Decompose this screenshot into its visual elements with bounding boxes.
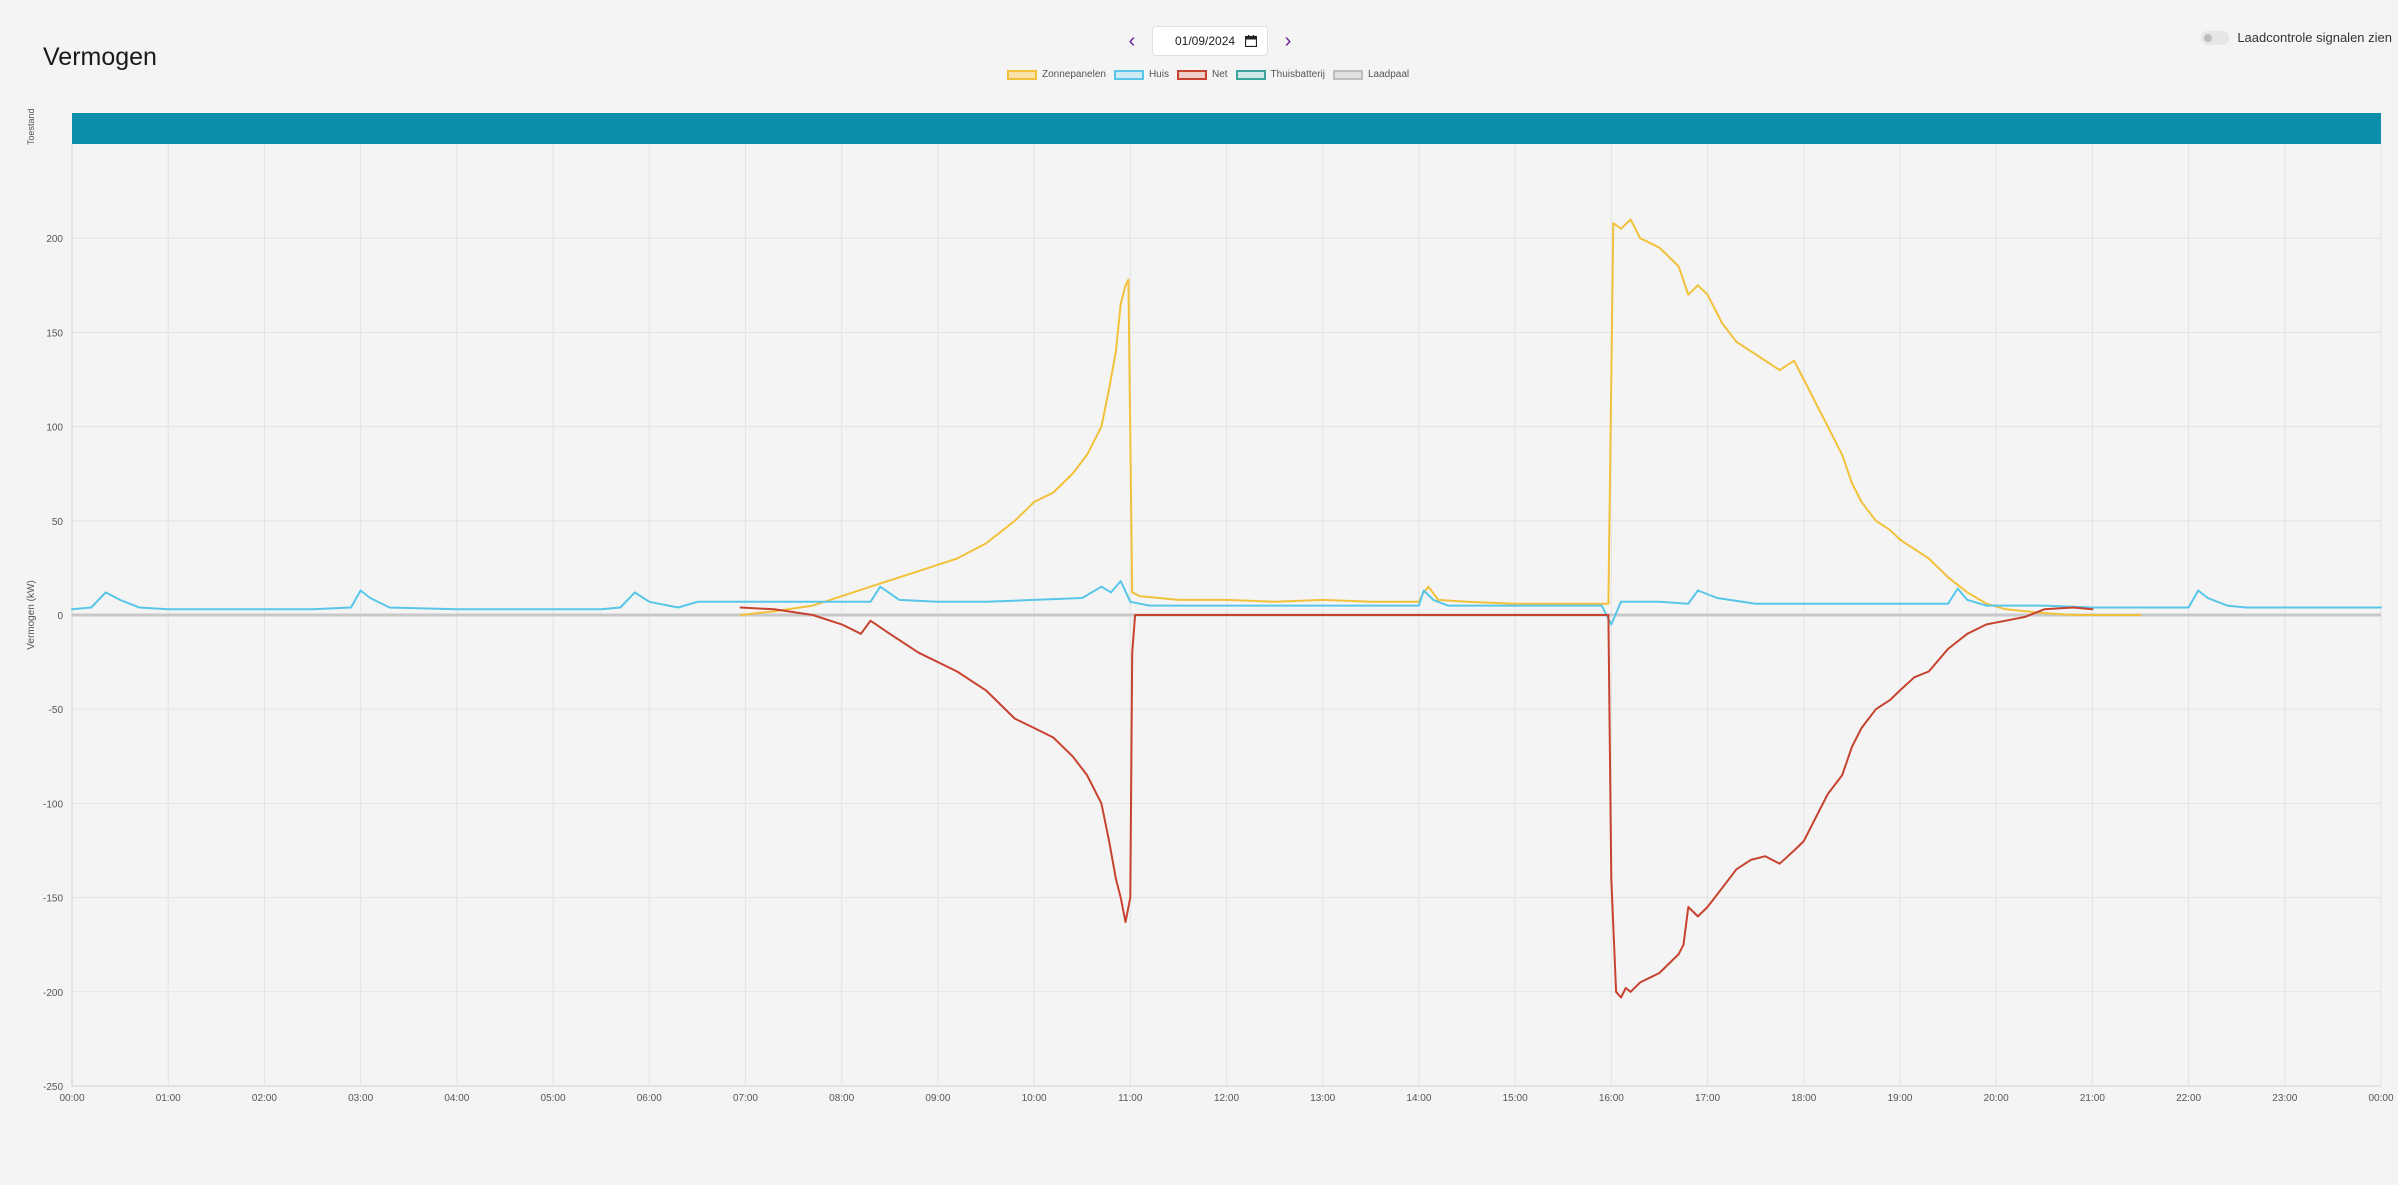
y-tick-label: -250 bbox=[43, 1082, 63, 1093]
legend-label-laadpaal: Laadpaal bbox=[1368, 69, 1410, 80]
legend-item-net[interactable]: Net bbox=[1176, 69, 1228, 80]
x-tick-label: 19:00 bbox=[1887, 1093, 1912, 1104]
legend-swatch-net bbox=[1176, 69, 1207, 80]
x-tick-label: 08:00 bbox=[829, 1093, 854, 1104]
legend-swatch-thuisbatterij bbox=[1235, 69, 1266, 80]
charge-signals-toggle[interactable] bbox=[2201, 30, 2230, 45]
x-tick-label: 00:00 bbox=[2368, 1093, 2393, 1104]
legend-label-net: Net bbox=[1211, 69, 1228, 80]
y-tick-label: -200 bbox=[43, 988, 63, 999]
x-tick-label: 03:00 bbox=[348, 1093, 373, 1104]
x-tick-label: 02:00 bbox=[252, 1093, 277, 1104]
charge-signals-toggle-row: Laadcontrole signalen zien bbox=[2201, 30, 2392, 45]
legend-label-huis: Huis bbox=[1148, 69, 1169, 80]
x-tick-label: 14:00 bbox=[1406, 1093, 1431, 1104]
series-line-zonnepanelen bbox=[739, 218, 2142, 616]
y-tick-label: -50 bbox=[49, 705, 64, 716]
series-line-huis bbox=[71, 580, 2382, 626]
chart-legend: Zonnepanelen Huis Net Thuisbatterij Laad… bbox=[1007, 69, 1409, 80]
x-tick-label: 11:00 bbox=[1118, 1093, 1143, 1104]
series-line-net bbox=[739, 606, 2094, 999]
x-tick-label: 10:00 bbox=[1022, 1093, 1047, 1104]
status-band bbox=[72, 113, 2381, 144]
legend-item-thuisbatterij[interactable]: Thuisbatterij bbox=[1235, 69, 1325, 80]
date-input[interactable]: 01/09/2024 bbox=[1152, 26, 1268, 56]
legend-swatch-zonnepanelen bbox=[1007, 69, 1037, 80]
x-tick-label: 06:00 bbox=[637, 1093, 662, 1104]
x-tick-label: 01:00 bbox=[156, 1093, 181, 1104]
x-tick-label: 22:00 bbox=[2176, 1093, 2201, 1104]
x-tick-label: 00:00 bbox=[59, 1093, 84, 1104]
y-tick-label: -100 bbox=[43, 799, 63, 810]
x-tick-label: 07:00 bbox=[733, 1093, 758, 1104]
legend-swatch-huis bbox=[1113, 69, 1144, 80]
page-title: Vermogen bbox=[43, 42, 157, 71]
y-tick-label: -150 bbox=[43, 894, 63, 905]
y-tick-label: 100 bbox=[46, 423, 63, 434]
legend-swatch-laadpaal bbox=[1333, 69, 1363, 80]
toggle-knob bbox=[2204, 33, 2213, 42]
y-axis-title: Vermogen (kW) bbox=[26, 580, 37, 649]
y-tick-label: 50 bbox=[52, 517, 64, 528]
x-tick-label: 05:00 bbox=[541, 1093, 566, 1104]
legend-item-huis[interactable]: Huis bbox=[1113, 69, 1169, 80]
legend-item-laadpaal[interactable]: Laadpaal bbox=[1333, 69, 1409, 80]
y-tick-label: 150 bbox=[46, 328, 63, 339]
x-tick-label: 17:00 bbox=[1695, 1093, 1720, 1104]
chevron-left-icon[interactable]: ‹ bbox=[1128, 30, 1136, 52]
x-tick-label: 15:00 bbox=[1503, 1093, 1528, 1104]
x-tick-label: 18:00 bbox=[1791, 1093, 1816, 1104]
x-tick-label: 12:00 bbox=[1214, 1093, 1239, 1104]
x-tick-label: 04:00 bbox=[444, 1093, 469, 1104]
legend-label-zonnepanelen: Zonnepanelen bbox=[1042, 69, 1106, 80]
status-axis-label: Toestand bbox=[26, 108, 36, 145]
x-tick-label: 16:00 bbox=[1599, 1093, 1624, 1104]
x-tick-label: 09:00 bbox=[925, 1093, 950, 1104]
y-tick-label: 200 bbox=[46, 234, 63, 245]
x-tick-label: 23:00 bbox=[2272, 1093, 2297, 1104]
date-value: 01/09/2024 bbox=[1175, 34, 1236, 48]
chevron-right-icon[interactable]: › bbox=[1284, 30, 1292, 52]
x-tick-label: 20:00 bbox=[1984, 1093, 2009, 1104]
x-tick-label: 21:00 bbox=[2080, 1093, 2105, 1104]
legend-item-zonnepanelen[interactable]: Zonnepanelen bbox=[1007, 69, 1106, 80]
y-tick-label: 0 bbox=[57, 611, 63, 622]
charge-signals-label: Laadcontrole signalen zien bbox=[2237, 30, 2392, 45]
legend-label-thuisbatterij: Thuisbatterij bbox=[1270, 69, 1325, 80]
x-tick-label: 13:00 bbox=[1310, 1093, 1335, 1104]
calendar-icon[interactable] bbox=[1245, 35, 1257, 47]
date-navigation: ‹ 01/09/2024 › bbox=[1122, 26, 1298, 56]
